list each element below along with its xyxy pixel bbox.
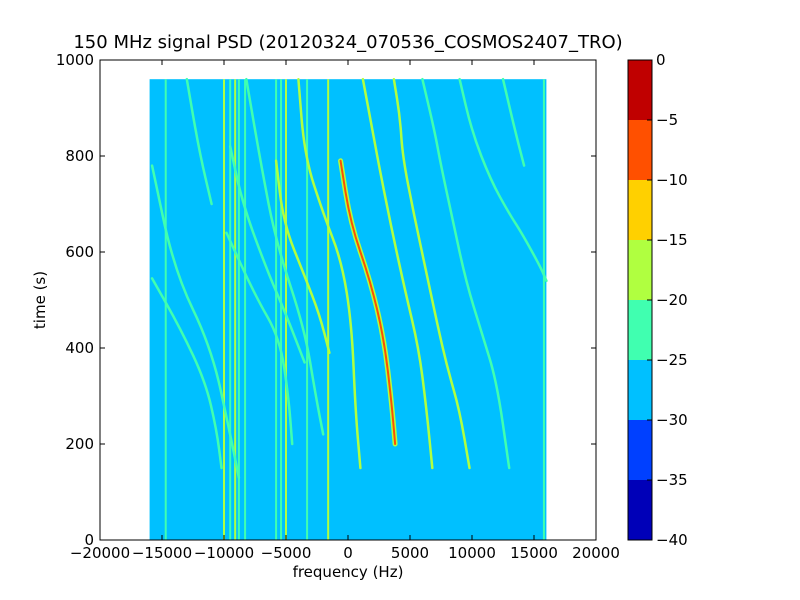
signal-track-4: [245, 77, 325, 436]
colorbar-band-2: [628, 360, 652, 420]
x-axis: −20000 −15000 −10000 −5000 0 5000 10000 15000 20…: [70, 60, 620, 562]
signal-track-8: [339, 159, 397, 445]
plot-area: −20000 −15000 −10000 −5000 0 5000 10000 15000 20…: [56, 51, 620, 562]
colorbar-band-3: [628, 300, 652, 360]
signal-track-3: [225, 231, 294, 446]
y-tick-label-2: 400: [65, 339, 94, 357]
x-tick-label-4: 0: [343, 544, 353, 562]
colorbar-label-2: −30: [656, 411, 688, 429]
signal-track-5: [228, 145, 306, 364]
colorbar-label-3: −25: [656, 351, 688, 369]
colorbar-label-8: 0: [656, 51, 666, 69]
colorbar-label-4: −20: [656, 291, 688, 309]
colorbar-label-7: −5: [656, 111, 678, 129]
colorbar-label-6: −10: [656, 171, 688, 189]
colorbar: −40 −35 −30 −25 −20 −15 −10 −5 0: [627, 51, 688, 549]
y-tick-label-4: 800: [65, 147, 94, 165]
colorbar-band-1: [628, 420, 652, 480]
signal-track-10: [392, 77, 471, 470]
signal-track-0: [150, 277, 223, 470]
x-tick-label-8: 20000: [572, 544, 620, 562]
colorbar-band-6: [628, 120, 652, 180]
x-tick-label-3: −5000: [261, 544, 312, 562]
signal-track-6: [274, 159, 331, 355]
x-tick-label-6: 10000: [448, 544, 496, 562]
colorbar-label-5: −15: [656, 231, 688, 249]
signal-track-1: [150, 164, 241, 479]
colorbar-band-4: [628, 240, 652, 300]
y-tick-label-3: 600: [65, 243, 94, 261]
y-tick-label-0: 0: [84, 531, 94, 549]
y-tick-label-5: 1000: [56, 51, 94, 69]
x-tick-label-7: 15000: [510, 544, 558, 562]
y-tick-label-1: 200: [65, 435, 94, 453]
x-axis-label: frequency (Hz): [293, 563, 404, 581]
chart-title: 150 MHz signal PSD (20120324_070536_COSM…: [73, 32, 622, 53]
x-tick-label-5: 5000: [391, 544, 429, 562]
colorbar-band-7: [628, 60, 652, 120]
signal-track-12: [458, 77, 548, 283]
signal-track-7: [297, 77, 362, 470]
colorbar-label-0: −40: [656, 531, 688, 549]
colorbar-label-1: −35: [656, 471, 688, 489]
x-tick-label-2: −10000: [194, 544, 254, 562]
x-tick-label-0: −20000: [70, 544, 130, 562]
colorbar-band-0: [628, 480, 652, 540]
heatmap-layer: [149, 77, 548, 540]
signal-track-9: [361, 77, 434, 470]
y-axis-label: time (s): [31, 271, 49, 329]
signal-track-11: [421, 77, 511, 470]
signal-track-2: [185, 77, 213, 206]
x-tick-label-1: −15000: [132, 544, 192, 562]
colorbar-band-5: [628, 180, 652, 240]
y-axis: 0 200 400 600 800 1000: [56, 51, 596, 549]
signal-track-13: [501, 77, 526, 167]
